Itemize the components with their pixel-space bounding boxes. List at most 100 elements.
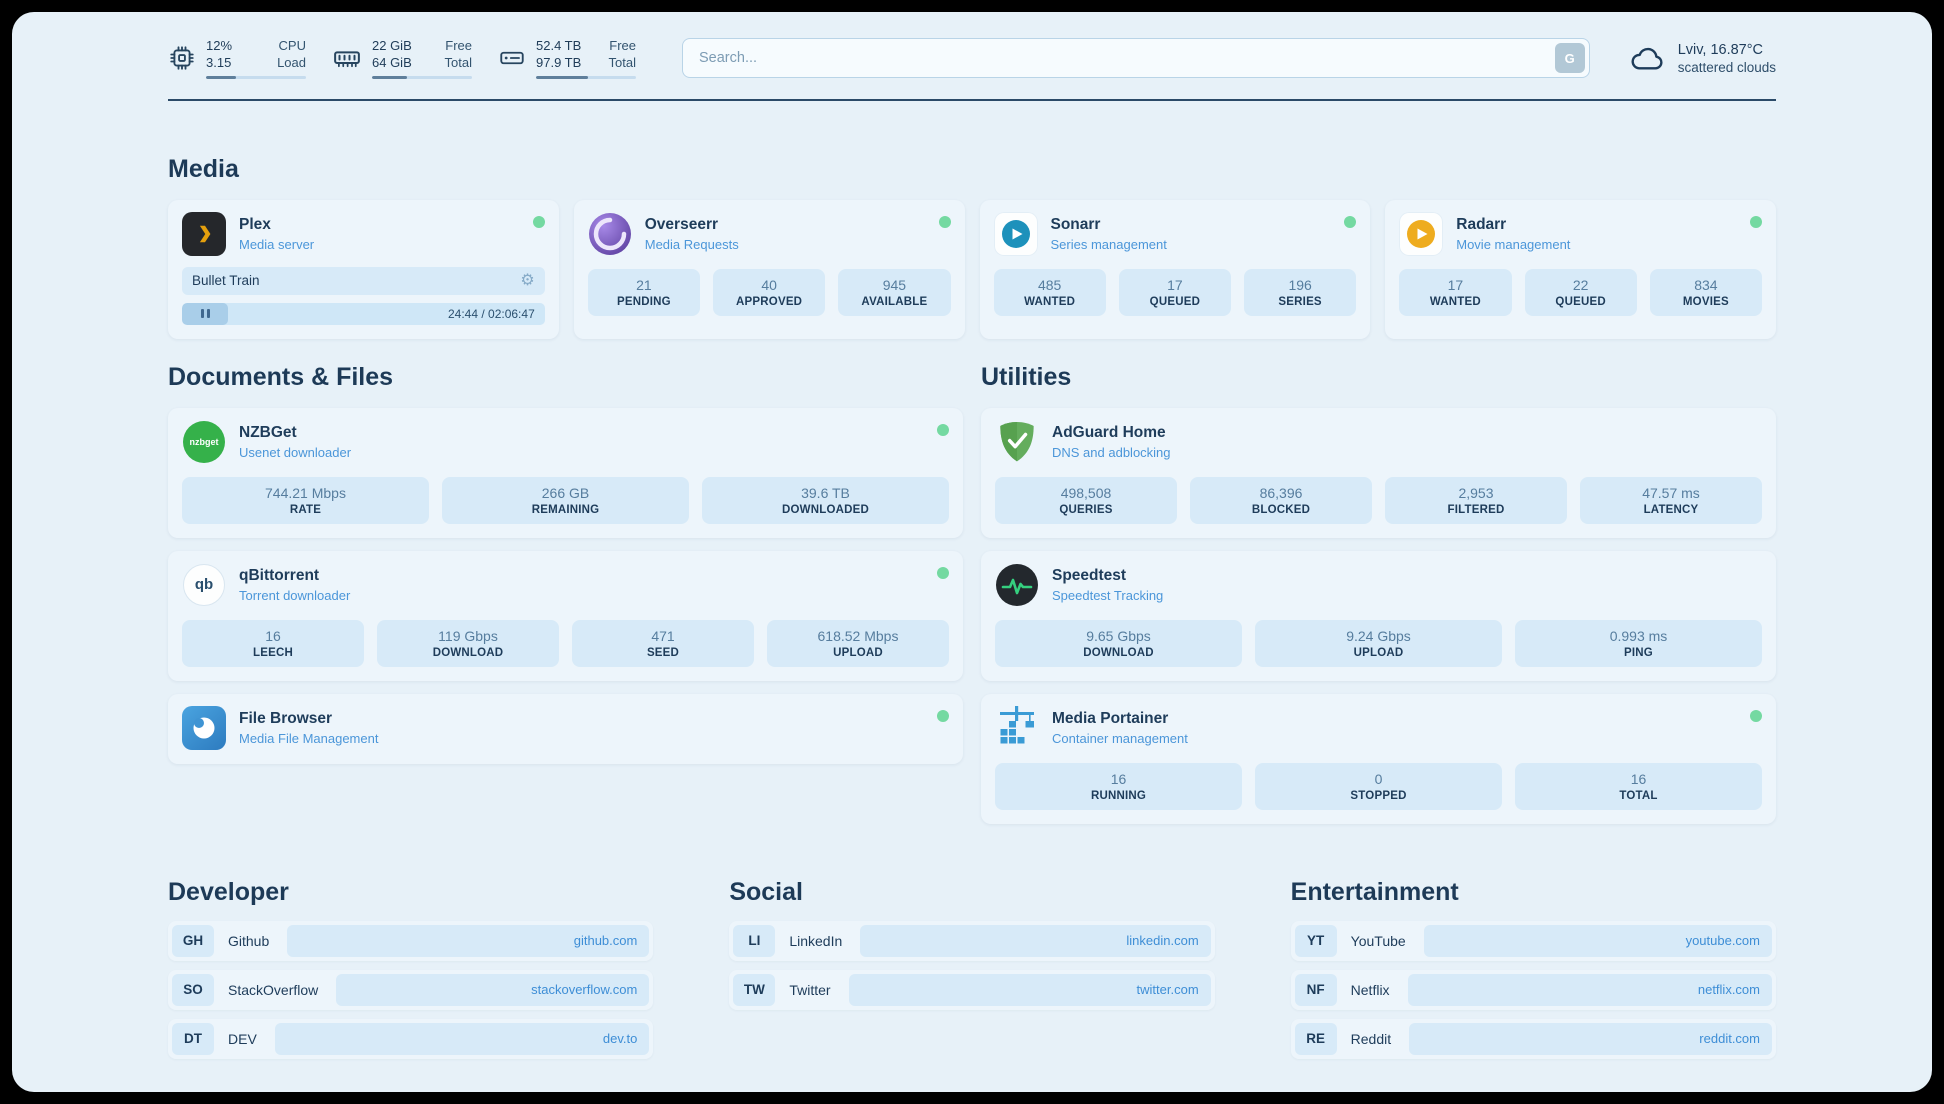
bookmark-abbr: YT: [1294, 924, 1337, 957]
status-indicator: [937, 423, 949, 436]
section-title-entertainment: Entertainment: [1290, 877, 1459, 906]
section-title-utilities: Utilities: [981, 362, 1072, 391]
search-provider-button[interactable]: G: [1554, 43, 1585, 74]
bookmark-domain: github.com: [573, 933, 638, 948]
service-card-radarr[interactable]: Radarr Movie management 17 WANTED 22 QUE…: [1385, 199, 1776, 339]
status-indicator: [1750, 215, 1762, 228]
stat-block: 196 SERIES: [1244, 268, 1357, 316]
speedtest-icon: [995, 563, 1039, 607]
service-name: AdGuard Home: [1052, 423, 1166, 441]
bookmark-stackoverflow[interactable]: SO StackOverflow stackoverflow.com: [168, 969, 654, 1010]
bookmark-linkedin[interactable]: LI LinkedIn linkedin.com: [729, 920, 1215, 961]
stat-block: 86,396 BLOCKED: [1190, 476, 1372, 524]
weather-location: Lviv, 16.87°C: [1677, 41, 1764, 58]
plex-icon: [182, 211, 226, 256]
bookmark-domain: netflix.com: [1697, 982, 1760, 997]
bookmark-twitter[interactable]: TW Twitter twitter.com: [729, 969, 1215, 1010]
disk-free-value: 52.4 TB: [536, 38, 582, 53]
disk-free-label: Free: [609, 38, 636, 53]
plex-now-playing: Bullet Train ⚙ 24:44 / 02:06:47: [182, 266, 545, 325]
status-indicator: [937, 566, 949, 579]
bookmark-domain: youtube.com: [1685, 933, 1760, 948]
stat-block: 22 QUEUED: [1524, 268, 1637, 316]
stat-block: 40 APPROVED: [713, 268, 826, 316]
overseerr-icon: [588, 212, 632, 256]
stat-block: 21 PENDING: [587, 268, 700, 316]
bookmark-name: DEV: [228, 1030, 257, 1047]
ram-free-value: 22 GiB: [372, 38, 412, 53]
service-card-portainer[interactable]: Media Portainer Container management 16 …: [981, 693, 1776, 824]
stat-block: 834 MOVIES: [1649, 268, 1762, 316]
stat-block: 618.52 Mbps UPLOAD: [767, 619, 949, 667]
weather-widget: Lviv, 16.87°C scattered clouds: [1628, 39, 1776, 77]
cpu-percent: 12%: [206, 38, 233, 53]
stat-block: 9.65 Gbps DOWNLOAD: [995, 619, 1242, 667]
bookmark-abbr: DT: [172, 1022, 214, 1055]
status-indicator: [1344, 215, 1357, 228]
two-column-section: Documents & Files nzbget NZBGet Usenet d…: [168, 363, 1776, 824]
disk-monitor: 52.4 TB Free 97.9 TB Total: [498, 38, 636, 79]
stat-block: 0.993 ms PING: [1515, 619, 1762, 667]
stat-block: 471 SEED: [572, 619, 754, 667]
status-indicator: [1750, 709, 1762, 722]
service-card-filebrowser[interactable]: File Browser Media File Management: [168, 693, 963, 764]
stat-block: 119 Gbps DOWNLOAD: [377, 619, 559, 667]
bookmark-abbr: TW: [733, 973, 776, 1006]
stat-block: 16 RUNNING: [995, 762, 1242, 810]
service-name: Speedtest: [1052, 566, 1127, 584]
stat-block: 17 QUEUED: [1118, 268, 1231, 316]
resource-monitors: 12% CPU 3.15 Load: [168, 38, 636, 79]
stat-block: 485 WANTED: [993, 268, 1106, 316]
playback-progress-bar: 24:44 / 02:06:47: [182, 302, 545, 325]
service-name: Media Portainer: [1052, 709, 1169, 727]
bookmark-reddit[interactable]: RE Reddit reddit.com: [1290, 1018, 1776, 1059]
disk-icon: [498, 44, 526, 72]
service-subtitle: DNS and adblocking: [1052, 444, 1171, 460]
now-playing-title: Bullet Train: [192, 273, 260, 288]
filebrowser-icon: [182, 705, 226, 750]
ram-total-label: Total: [444, 55, 472, 71]
service-subtitle: Media File Management: [239, 730, 379, 746]
service-card-qbittorrent[interactable]: qb qBittorrent Torrent downloader 16 LEE…: [168, 550, 963, 681]
service-card-plex[interactable]: Plex Media server Bullet Train ⚙ 24:44 /…: [168, 199, 559, 339]
ram-free-label: Free: [445, 38, 472, 53]
stat-block: 9.24 Gbps UPLOAD: [1255, 619, 1502, 667]
stat-block: 945 AVAILABLE: [838, 268, 951, 316]
adguard-icon: [995, 420, 1039, 464]
portainer-icon: [995, 705, 1039, 750]
service-card-adguard[interactable]: AdGuard Home DNS and adblocking 498,508 …: [981, 407, 1776, 538]
media-cards-grid: Plex Media server Bullet Train ⚙ 24:44 /…: [168, 199, 1776, 339]
stat-block: 16 TOTAL: [1515, 762, 1762, 810]
cpu-monitor: 12% CPU 3.15 Load: [168, 38, 306, 79]
bookmark-netflix[interactable]: NF Netflix netflix.com: [1290, 969, 1776, 1010]
status-indicator: [938, 215, 951, 228]
bookmark-name: Twitter: [789, 981, 831, 998]
top-bar: 12% CPU 3.15 Load: [168, 38, 1776, 79]
bookmark-youtube[interactable]: YT YouTube youtube.com: [1290, 920, 1776, 961]
bookmark-github[interactable]: GH Github github.com: [168, 920, 654, 961]
disk-total-label: Total: [608, 55, 636, 71]
cpu-load-label: Load: [277, 55, 306, 71]
service-card-speedtest[interactable]: Speedtest Speedtest Tracking 9.65 Gbps D…: [981, 550, 1776, 681]
bookmark-name: Github: [228, 932, 270, 949]
service-card-sonarr[interactable]: Sonarr Series management 485 WANTED 17 Q…: [979, 199, 1371, 339]
gear-icon[interactable]: ⚙: [520, 271, 535, 289]
search-bar: G: [682, 38, 1590, 79]
cpu-progress-bar: [206, 75, 306, 79]
section-title-social: Social: [729, 877, 803, 906]
stat-block: 17 WANTED: [1399, 268, 1512, 316]
bookmark-abbr: GH: [172, 924, 214, 957]
weather-condition: scattered clouds: [1677, 59, 1776, 75]
service-card-nzbget[interactable]: nzbget NZBGet Usenet downloader 744.21 M…: [168, 407, 963, 538]
pause-icon[interactable]: [182, 302, 228, 325]
service-name: Overseerr: [644, 215, 719, 233]
search-input[interactable]: [682, 38, 1590, 79]
service-name: Plex: [239, 215, 271, 233]
bookmark-domain: dev.to: [602, 1031, 638, 1046]
service-card-overseerr[interactable]: Overseerr Media Requests 21 PENDING 40 A…: [573, 199, 965, 339]
bookmarks-section: Developer GH Github github.com SO StackO…: [168, 878, 1776, 1059]
service-subtitle: Container management: [1052, 730, 1188, 746]
cpu-load-value: 3.15: [206, 55, 232, 71]
service-subtitle: Media Requests: [644, 236, 739, 252]
bookmark-dev[interactable]: DT DEV dev.to: [168, 1018, 654, 1059]
